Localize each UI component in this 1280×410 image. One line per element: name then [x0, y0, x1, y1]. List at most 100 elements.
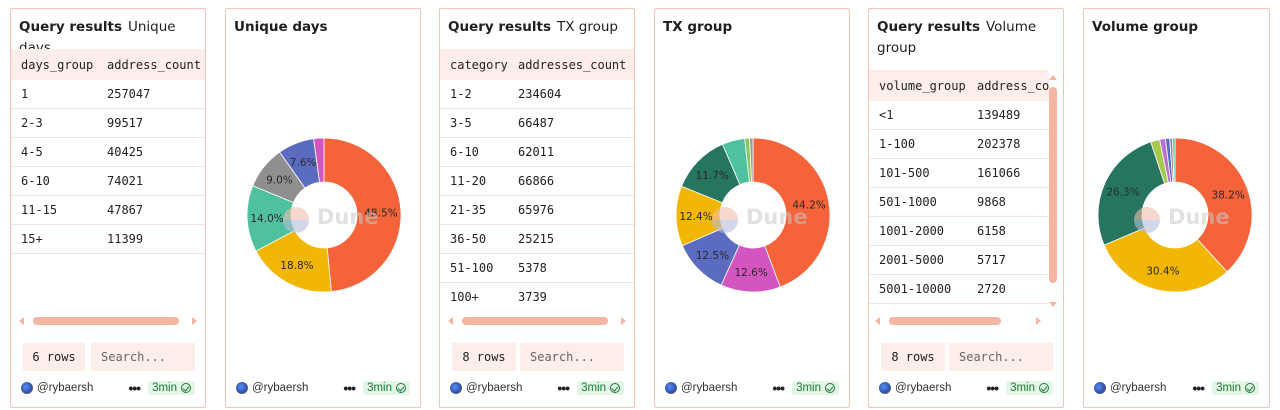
table-cell: 139489 — [977, 108, 1021, 122]
table-header: days_group address_count — [11, 49, 205, 80]
search-input[interactable]: Search... — [91, 343, 195, 371]
table-cell: 6-10 — [21, 174, 50, 188]
author-link[interactable]: @rybaersh — [37, 382, 94, 394]
pie-slice[interactable] — [1172, 137, 1176, 183]
horizontal-scrollbar[interactable] — [448, 315, 626, 327]
query-results-title: Query results — [877, 19, 980, 35]
pie-slice[interactable] — [749, 137, 754, 183]
check-circle-icon — [825, 383, 835, 393]
table-cell: 65976 — [518, 203, 555, 217]
refresh-time-badge: 3min — [792, 381, 839, 395]
panel-footer: @rybaersh ••• 3min — [879, 379, 1053, 397]
scroll-thumb[interactable] — [462, 317, 608, 325]
table-cell: 2720 — [977, 282, 1006, 296]
pie-slice[interactable] — [752, 137, 831, 288]
panel-footer: @rybaersh ••• 3min — [21, 379, 195, 397]
slice-label: 44.2% — [792, 200, 825, 212]
scroll-right-icon[interactable] — [1036, 317, 1041, 325]
more-options-icon[interactable]: ••• — [1192, 380, 1205, 396]
table-row: <1 139489 — [869, 101, 1049, 130]
slice-label: 7.6% — [290, 157, 317, 169]
table-cell: 2001-5000 — [879, 253, 945, 267]
donut-chart: 38.2% 30.4% 26.3% — [1097, 137, 1253, 293]
table-cell: 1-100 — [879, 137, 916, 151]
check-circle-icon — [181, 383, 191, 393]
scroll-thumb[interactable] — [33, 317, 179, 325]
table-row: 15+ 11399 — [11, 225, 205, 254]
refresh-time: 3min — [152, 382, 177, 394]
column-header[interactable]: address_count — [977, 78, 1049, 93]
volume-group-table-panel: Query results Volume group volume_group a… — [868, 8, 1064, 408]
table-row: 1001-2000 6158 — [869, 217, 1049, 246]
scroll-down-icon[interactable] — [1049, 302, 1057, 307]
author-link[interactable]: @rybaersh — [1110, 382, 1167, 394]
more-options-icon[interactable]: ••• — [343, 380, 356, 396]
refresh-time: 3min — [796, 382, 821, 394]
table-cell: 3739 — [518, 290, 547, 304]
scroll-left-icon[interactable] — [19, 317, 24, 325]
column-header[interactable]: category — [450, 57, 508, 72]
more-options-icon[interactable]: ••• — [557, 380, 570, 396]
horizontal-scrollbar[interactable] — [875, 315, 1041, 327]
table-cell: <1 — [879, 108, 894, 122]
table-cell: 62011 — [518, 145, 555, 159]
author-link[interactable]: @rybaersh — [895, 382, 952, 394]
results-table: category addresses_count 1-2 234604 3-5 664… — [440, 49, 634, 311]
table-cell: 51-100 — [450, 261, 494, 275]
slice-label: 38.2% — [1211, 189, 1244, 201]
search-input[interactable]: Search... — [520, 343, 624, 371]
volume-group-chart-panel: Volume group 38.2% 30.4% 26.3% Dune @rybae… — [1083, 8, 1270, 408]
table-cell: 3-5 — [450, 116, 472, 130]
more-options-icon[interactable]: ••• — [772, 380, 785, 396]
table-row: 1 257047 — [11, 80, 205, 109]
avatar-icon[interactable] — [879, 382, 891, 394]
scroll-thumb[interactable] — [889, 317, 1001, 325]
author-link[interactable]: @rybaersh — [466, 382, 523, 394]
avatar-icon[interactable] — [665, 382, 677, 394]
avatar-icon[interactable] — [236, 382, 248, 394]
scroll-thumb[interactable] — [1049, 87, 1057, 283]
scroll-right-icon[interactable] — [621, 317, 626, 325]
pie-slice[interactable] — [323, 137, 402, 293]
table-row: 101-500 161066 — [869, 159, 1049, 188]
panel-footer: @rybaersh ••• 3min — [1094, 379, 1259, 397]
column-header[interactable]: days_group — [21, 57, 94, 72]
column-header[interactable]: volume_group — [879, 78, 966, 93]
column-header[interactable]: addresses_count — [518, 57, 627, 72]
avatar-icon[interactable] — [1094, 382, 1106, 394]
search-input[interactable]: Search... — [949, 343, 1053, 371]
table-row: 51-100 5378 — [440, 254, 634, 283]
table-row: 5001-10000 2720 — [869, 275, 1049, 304]
slice-label: 14.0% — [250, 213, 283, 225]
table-cell: 5717 — [977, 253, 1006, 267]
horizontal-scrollbar[interactable] — [19, 315, 197, 327]
scroll-left-icon[interactable] — [448, 317, 453, 325]
table-row: 2001-5000 5717 — [869, 246, 1049, 275]
vertical-scrollbar[interactable] — [1047, 75, 1059, 307]
column-header[interactable]: address_count — [107, 57, 201, 72]
table-row: 21-35 65976 — [440, 196, 634, 225]
pie-slice[interactable] — [1103, 227, 1228, 293]
panel-title: Query results TX group — [448, 17, 626, 38]
scroll-right-icon[interactable] — [192, 317, 197, 325]
pie-slice[interactable] — [1174, 137, 1253, 273]
table-cell: 202378 — [977, 137, 1021, 151]
more-options-icon[interactable]: ••• — [128, 380, 141, 396]
more-options-icon[interactable]: ••• — [986, 380, 999, 396]
avatar-icon[interactable] — [450, 382, 462, 394]
table-row: 2-3 99517 — [11, 109, 205, 138]
check-circle-icon — [396, 383, 406, 393]
table-row: 11-15 47867 — [11, 196, 205, 225]
table-cell: 25215 — [518, 232, 555, 246]
author-link[interactable]: @rybaersh — [681, 382, 738, 394]
scroll-up-icon[interactable] — [1049, 75, 1057, 80]
slice-label: 48.5% — [364, 207, 397, 219]
unique-days-chart-panel: Unique days 48.5% 18.8% 14.0% 9.0% 7.6% Dune… — [225, 8, 421, 408]
table-header: category addresses_count — [440, 49, 634, 80]
avatar-icon[interactable] — [21, 382, 33, 394]
pie-slice[interactable] — [313, 137, 325, 183]
table-row: 4-5 40425 — [11, 138, 205, 167]
table-row: 6-10 74021 — [11, 167, 205, 196]
author-link[interactable]: @rybaersh — [252, 382, 309, 394]
scroll-left-icon[interactable] — [875, 317, 880, 325]
